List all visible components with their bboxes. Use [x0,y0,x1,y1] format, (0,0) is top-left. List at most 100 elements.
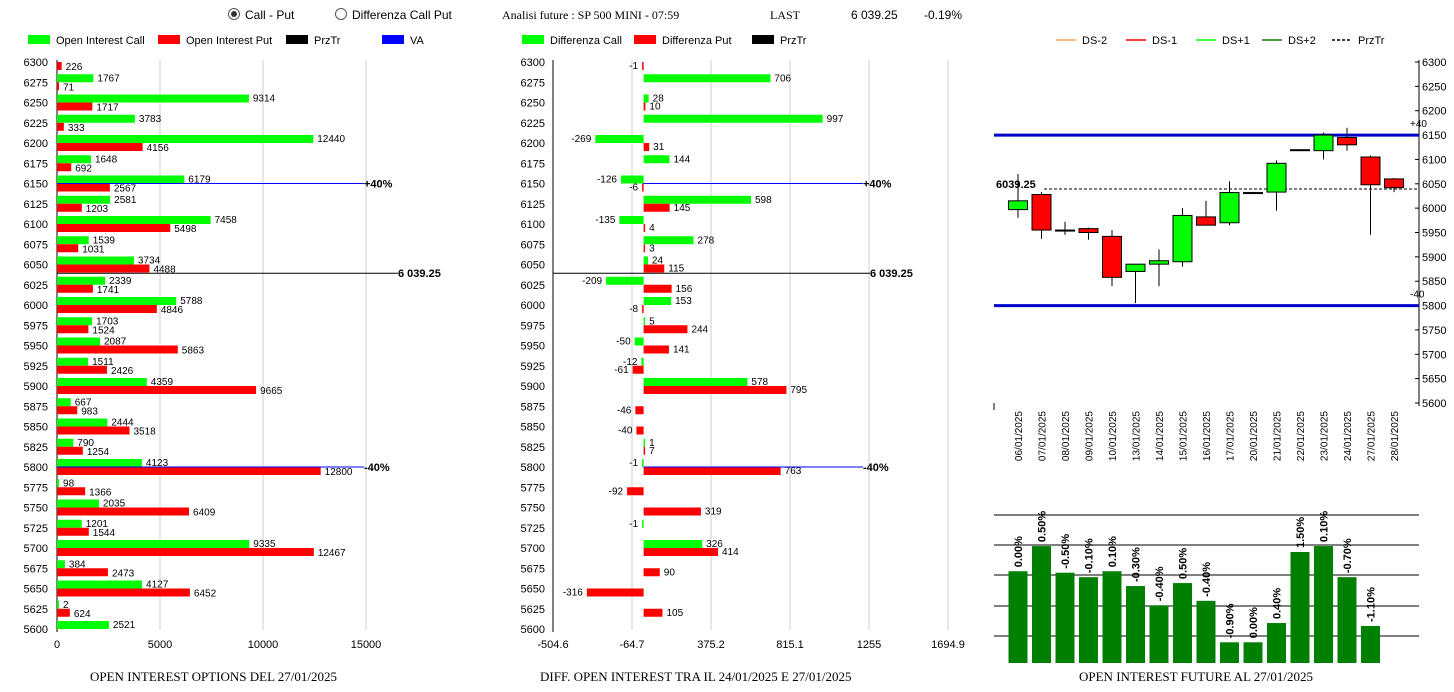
diff-call-bar [643,378,748,386]
diff-put-data-label: 156 [676,284,693,295]
call-bar [57,560,65,569]
x-tick-label: 27/01/2025 [1367,411,1378,461]
diff-put-bar [627,487,644,496]
put-data-label: 2473 [112,568,135,579]
call-data-label: 1511 [92,357,114,368]
put-data-label: 4156 [147,143,170,154]
call-data-label: 1767 [97,73,120,84]
call-bar [57,114,135,123]
legend-label: DS-1 [1152,35,1177,47]
y-tick-label: 5975 [24,320,48,332]
diff-call-data-label: -135 [595,215,615,226]
x-tick-label: 28/01/2025 [1390,411,1401,461]
radio-unselected-icon[interactable] [335,8,347,20]
x-tick-label: 1255 [857,639,881,651]
diff-put-data-label: 414 [722,547,739,558]
oi-data-label: 1.50% [1295,517,1307,548]
y-tick-label: 6000 [24,300,48,312]
y-tick-label: 5600 [1422,398,1446,410]
oi-data-label: -0.10% [1084,538,1096,573]
oi-bar [1173,583,1192,663]
y-tick-label: 5700 [521,543,545,555]
put-data-label: 4846 [161,305,184,316]
diff-put-data-label: 319 [705,507,722,518]
diff-put-bar [642,183,644,192]
level-label: +40 [1410,119,1427,130]
y-tick-label: 5775 [521,482,545,494]
oi-data-label: 0.00% [1248,607,1260,638]
x-tick-label: 06/01/2025 [1014,411,1025,461]
put-bar [57,487,86,496]
call-data-label: 2087 [104,337,127,348]
call-bar [57,519,82,528]
legend-label: PrzTr [314,35,341,47]
y-tick-label: 6000 [1422,203,1446,215]
x-tick-label: 07/01/2025 [1038,411,1049,461]
diff-call-data-label: -209 [582,276,602,287]
put-data-label: 1741 [97,285,120,296]
last-label: LAST [770,8,800,22]
put-data-label: 1254 [87,447,110,458]
radio-selected-icon[interactable] [228,8,240,20]
diff-call-bar [643,297,672,305]
candle-body [1031,194,1052,231]
put-bar [57,122,64,131]
radio-call-put[interactable]: Call - Put [228,8,294,22]
legend-label: DS+1 [1222,35,1250,47]
oi-data-label: 0.00% [1013,536,1025,567]
diff-put-bar [642,62,644,70]
radio-diff-call-put[interactable]: Differenza Call Put [335,8,452,22]
diff-call-bar [642,459,644,467]
x-tick-label: 24/01/2025 [1343,411,1354,461]
legend-label: PrzTr [780,35,807,47]
candle-body [1102,235,1122,278]
call-bar [57,438,74,447]
y-tick-label: 6025 [24,280,48,292]
diff-put-bar [643,284,672,293]
y-tick-label: 5825 [521,442,545,454]
diff-call-data-label: 5 [649,316,655,327]
put-bar [57,426,130,435]
oi-bar [1196,600,1216,663]
x-tick-label: 21/01/2025 [1273,411,1284,461]
diff-put-data-label: 10 [649,102,661,113]
diff-call-bar [643,256,648,265]
page-title: Analisi future : SP 500 MINI - 07:59 [502,8,680,22]
y-tick-label: 6150 [24,179,48,191]
y-tick-label: 5950 [521,341,545,353]
y-tick-label: 6100 [521,219,545,231]
call-data-label: 98 [63,478,75,489]
put-bar [57,82,59,91]
diff-call-bar [606,276,644,285]
y-tick-label: 5675 [521,563,545,575]
y-tick-label: 5850 [521,422,545,434]
legend-label: VA [410,35,425,47]
put-data-label: 4488 [153,265,176,276]
y-tick-label: 6050 [1422,179,1446,191]
y-tick-label: 5925 [24,361,48,373]
diff-put-data-label: 90 [664,567,676,578]
put-bar [57,284,93,293]
diff-call-bar [643,317,646,326]
diff-put-data-label: 795 [790,385,807,396]
legend-swatch [634,35,656,44]
y-tick-label: 5775 [24,482,48,494]
y-tick-label: 6075 [521,239,545,251]
call-bar [57,499,99,508]
oi-bar [1008,571,1028,663]
x-tick-label: 15000 [351,639,382,651]
call-data-label: 7458 [215,215,238,226]
diff-call-data-label: 1 [649,438,655,449]
call-bar [57,600,59,609]
call-data-label: 6179 [188,175,211,186]
diff-put-bar [643,325,688,334]
put-data-label: 2567 [114,184,137,195]
put-bar [57,224,171,232]
y-tick-label: 5950 [1422,228,1446,240]
diff-call-data-label: 706 [774,73,791,84]
oi-bar [1314,546,1333,663]
oi-data-label: 0.10% [1107,536,1119,567]
put-bar [57,406,78,415]
legend-swatch [158,35,180,44]
put-data-label: 226 [66,62,83,73]
